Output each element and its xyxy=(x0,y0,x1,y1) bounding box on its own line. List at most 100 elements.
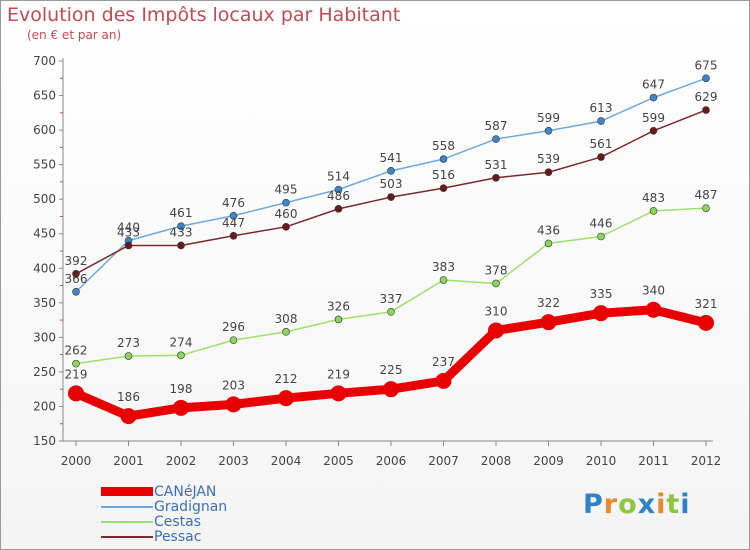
data-label: 326 xyxy=(327,299,350,313)
legend-label: Gradignan xyxy=(154,499,228,515)
data-point xyxy=(540,314,557,331)
data-label: 198 xyxy=(170,382,193,396)
data-point xyxy=(120,408,137,425)
data-point xyxy=(225,396,242,413)
data-label: 322 xyxy=(537,296,560,310)
x-tick-label: 2004 xyxy=(271,454,302,468)
data-label: 433 xyxy=(170,225,193,239)
data-point xyxy=(177,241,185,250)
data-label: 321 xyxy=(695,297,718,311)
data-label: 539 xyxy=(537,152,560,166)
legend-swatch xyxy=(101,536,153,538)
data-point xyxy=(597,232,605,241)
y-tick-label: 650 xyxy=(33,89,56,103)
data-point xyxy=(702,204,710,212)
data-label: 392 xyxy=(65,254,88,268)
data-label: 433 xyxy=(117,225,140,239)
data-point xyxy=(435,372,452,389)
data-point xyxy=(282,223,290,231)
data-label: 274 xyxy=(170,335,193,349)
data-point xyxy=(124,241,133,250)
x-tick-label: 2006 xyxy=(376,454,407,468)
data-point xyxy=(177,351,185,360)
y-tick-label: 200 xyxy=(33,399,56,413)
data-point xyxy=(334,185,343,194)
y-tick-label: 400 xyxy=(33,261,56,275)
data-label: 203 xyxy=(222,378,245,392)
y-tick-label: 700 xyxy=(33,54,56,68)
legend-swatch xyxy=(101,521,153,523)
y-tick-label: 300 xyxy=(33,330,56,344)
data-point xyxy=(439,184,448,192)
data-point xyxy=(387,307,395,316)
data-point xyxy=(229,336,238,344)
data-point xyxy=(488,322,504,339)
data-label: 460 xyxy=(275,207,298,221)
chart-subtitle: (en € et par an) xyxy=(27,28,122,42)
data-label: 225 xyxy=(380,363,403,377)
data-point xyxy=(544,126,553,135)
proxiti-logo: Proxiti xyxy=(583,489,691,520)
data-label: 558 xyxy=(432,139,455,153)
data-label: 486 xyxy=(327,189,350,203)
data-point xyxy=(702,74,710,83)
logo-letter: i xyxy=(656,489,667,520)
data-point xyxy=(387,167,395,175)
data-label: 531 xyxy=(485,158,508,172)
legend-label: Cestas xyxy=(154,514,202,530)
x-tick-label: 2003 xyxy=(218,454,249,468)
data-point xyxy=(387,193,395,201)
data-label: 675 xyxy=(695,58,718,72)
data-point xyxy=(439,155,448,163)
data-label: 599 xyxy=(537,111,560,125)
series-line-pessac xyxy=(75,109,707,275)
logo-letter: t xyxy=(666,489,681,520)
data-point xyxy=(330,385,347,402)
data-point xyxy=(72,359,80,368)
data-label: 487 xyxy=(695,188,718,202)
x-tick-label: 2005 xyxy=(323,454,354,468)
data-label: 340 xyxy=(642,284,665,298)
x-tick-label: 2012 xyxy=(691,454,722,468)
data-point xyxy=(597,153,605,161)
data-point xyxy=(492,279,500,288)
data-point xyxy=(439,276,448,284)
data-point xyxy=(645,301,662,318)
x-tick-label: 2011 xyxy=(638,454,669,468)
x-tick-label: 2008 xyxy=(481,454,512,468)
data-label: 296 xyxy=(222,320,245,334)
y-tick-label: 350 xyxy=(33,296,56,310)
data-point xyxy=(649,207,658,215)
data-point xyxy=(334,315,343,324)
data-point xyxy=(282,198,290,207)
data-point xyxy=(702,106,710,114)
x-tick-label: 2001 xyxy=(113,454,144,468)
legend-label: Pessac xyxy=(154,529,202,545)
data-label: 436 xyxy=(537,223,560,237)
data-point xyxy=(649,93,658,102)
legend-swatch xyxy=(101,487,153,496)
data-label: 366 xyxy=(65,272,88,286)
y-tick-label: 550 xyxy=(33,158,56,172)
data-label: 476 xyxy=(222,196,245,210)
data-label: 237 xyxy=(432,355,455,369)
data-label: 587 xyxy=(485,119,508,133)
logo-letter: r xyxy=(603,489,619,520)
data-label: 446 xyxy=(590,216,613,230)
data-point xyxy=(544,168,553,177)
data-label: 262 xyxy=(65,344,88,358)
data-point xyxy=(492,173,500,182)
data-point xyxy=(492,135,500,143)
logo-letter: P xyxy=(583,489,604,520)
x-tick-label: 2000 xyxy=(61,454,92,468)
data-point xyxy=(282,328,290,336)
data-point xyxy=(278,390,294,407)
data-label: 613 xyxy=(590,101,613,115)
data-label: 212 xyxy=(275,372,298,386)
chart-plot: 150 200 250 300 350 400 450 500 550 600 650 700 2000… xyxy=(33,54,722,468)
data-label: 599 xyxy=(642,111,665,125)
logo-letter: x xyxy=(637,489,657,520)
y-tick-label: 150 xyxy=(33,434,56,448)
legend-label: CANéJAN xyxy=(154,484,217,500)
